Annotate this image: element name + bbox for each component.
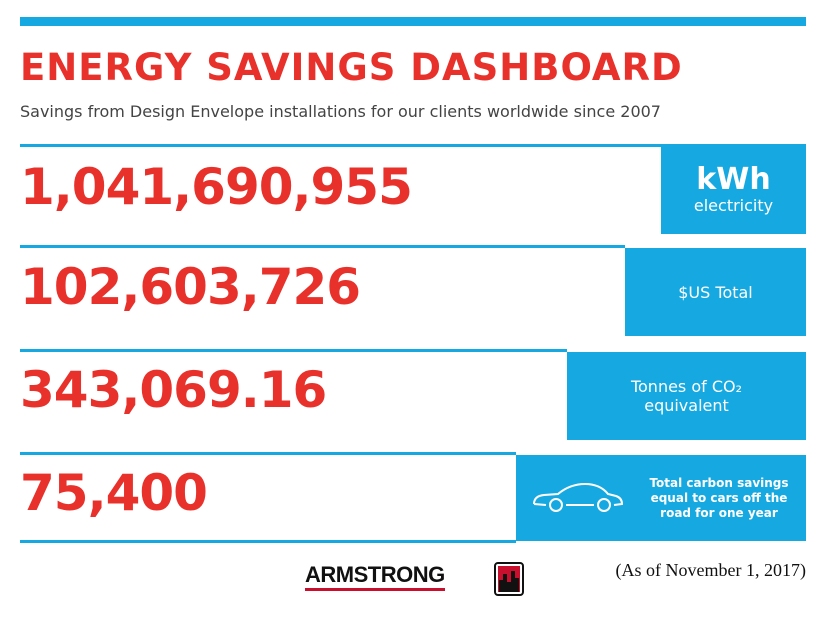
row-label: Total carbon savings — [649, 475, 789, 490]
logo: ARMSTRONG — [305, 562, 445, 591]
row-label: electricity — [693, 195, 774, 215]
row-label: equal to cars off the — [650, 490, 788, 505]
divider — [20, 540, 516, 543]
row-label-box: kWh electricity — [661, 144, 806, 234]
divider — [20, 452, 516, 455]
divider — [20, 245, 625, 248]
row-label: kWh — [696, 161, 771, 197]
row-label-box: $US Total — [625, 248, 806, 336]
row-label-box: Total carbon savings equal to cars off t… — [516, 455, 806, 541]
row-label: Tonnes of CO₂ — [630, 377, 743, 396]
divider — [20, 349, 567, 352]
row-value: 1,041,690,955 — [20, 158, 413, 216]
subtitle: Savings from Design Envelope installatio… — [20, 102, 661, 121]
logo-icon — [494, 562, 524, 596]
title: ENERGY SAVINGS DASHBOARD — [20, 46, 683, 89]
row-value: 75,400 — [20, 464, 208, 522]
row-label: $US Total — [678, 282, 753, 302]
divider — [20, 144, 661, 147]
car-icon — [533, 482, 624, 512]
row-value: 102,603,726 — [20, 258, 361, 316]
row-label: road for one year — [660, 505, 778, 520]
row-value: 343,069.16 — [20, 361, 327, 419]
row-label: equivalent — [644, 396, 729, 415]
date-note: (As of November 1, 2017) — [615, 560, 806, 580]
row-label-box: Tonnes of CO₂ equivalent — [567, 352, 806, 440]
top-bar — [20, 17, 806, 26]
